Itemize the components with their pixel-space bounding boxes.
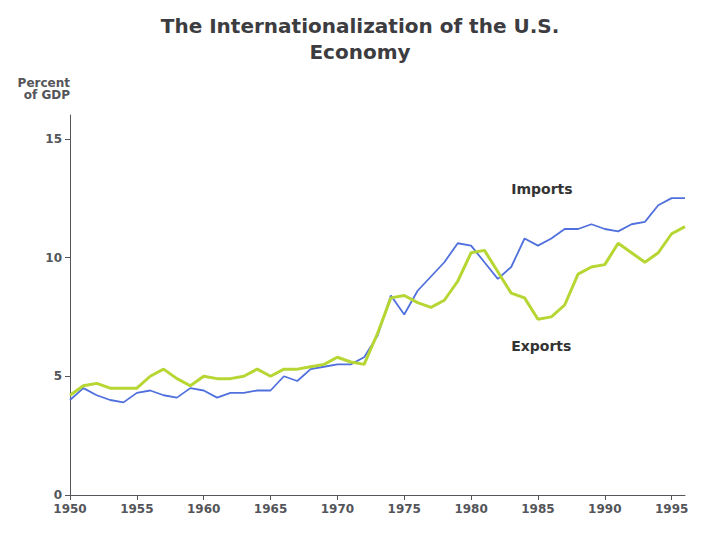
svg-text:The Internationalization of th: The Internationalization of the U.S. <box>161 14 559 38</box>
svg-text:1955: 1955 <box>120 502 153 516</box>
svg-text:1960: 1960 <box>187 502 220 516</box>
svg-text:1975: 1975 <box>388 502 421 516</box>
svg-text:of GDP: of GDP <box>24 88 70 102</box>
svg-text:Imports: Imports <box>511 181 572 197</box>
svg-text:Exports: Exports <box>511 338 571 354</box>
svg-text:1990: 1990 <box>588 502 621 516</box>
svg-text:Economy: Economy <box>309 40 410 64</box>
svg-text:0: 0 <box>54 488 62 502</box>
svg-text:1965: 1965 <box>254 502 287 516</box>
svg-text:1950: 1950 <box>53 502 86 516</box>
svg-text:Percent: Percent <box>17 76 70 90</box>
svg-text:15: 15 <box>45 132 62 146</box>
svg-text:1980: 1980 <box>454 502 487 516</box>
svg-text:5: 5 <box>54 369 62 383</box>
svg-text:1970: 1970 <box>321 502 354 516</box>
svg-text:1995: 1995 <box>655 502 688 516</box>
svg-text:10: 10 <box>45 251 62 265</box>
svg-text:1985: 1985 <box>521 502 554 516</box>
